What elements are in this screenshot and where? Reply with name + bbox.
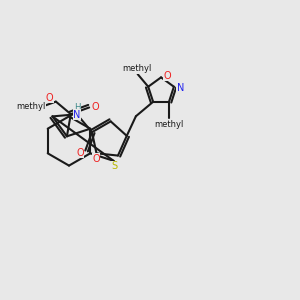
Text: O: O <box>92 154 100 164</box>
Text: methyl: methyl <box>122 64 152 73</box>
Text: N: N <box>177 82 184 93</box>
Text: S: S <box>111 161 117 171</box>
Text: methyl: methyl <box>16 102 45 111</box>
Text: O: O <box>92 102 100 112</box>
Text: H: H <box>74 103 80 112</box>
Text: O: O <box>76 148 84 158</box>
Text: O: O <box>46 93 53 103</box>
Text: methyl: methyl <box>154 120 184 129</box>
Text: O: O <box>164 71 172 81</box>
Text: N: N <box>73 110 81 120</box>
